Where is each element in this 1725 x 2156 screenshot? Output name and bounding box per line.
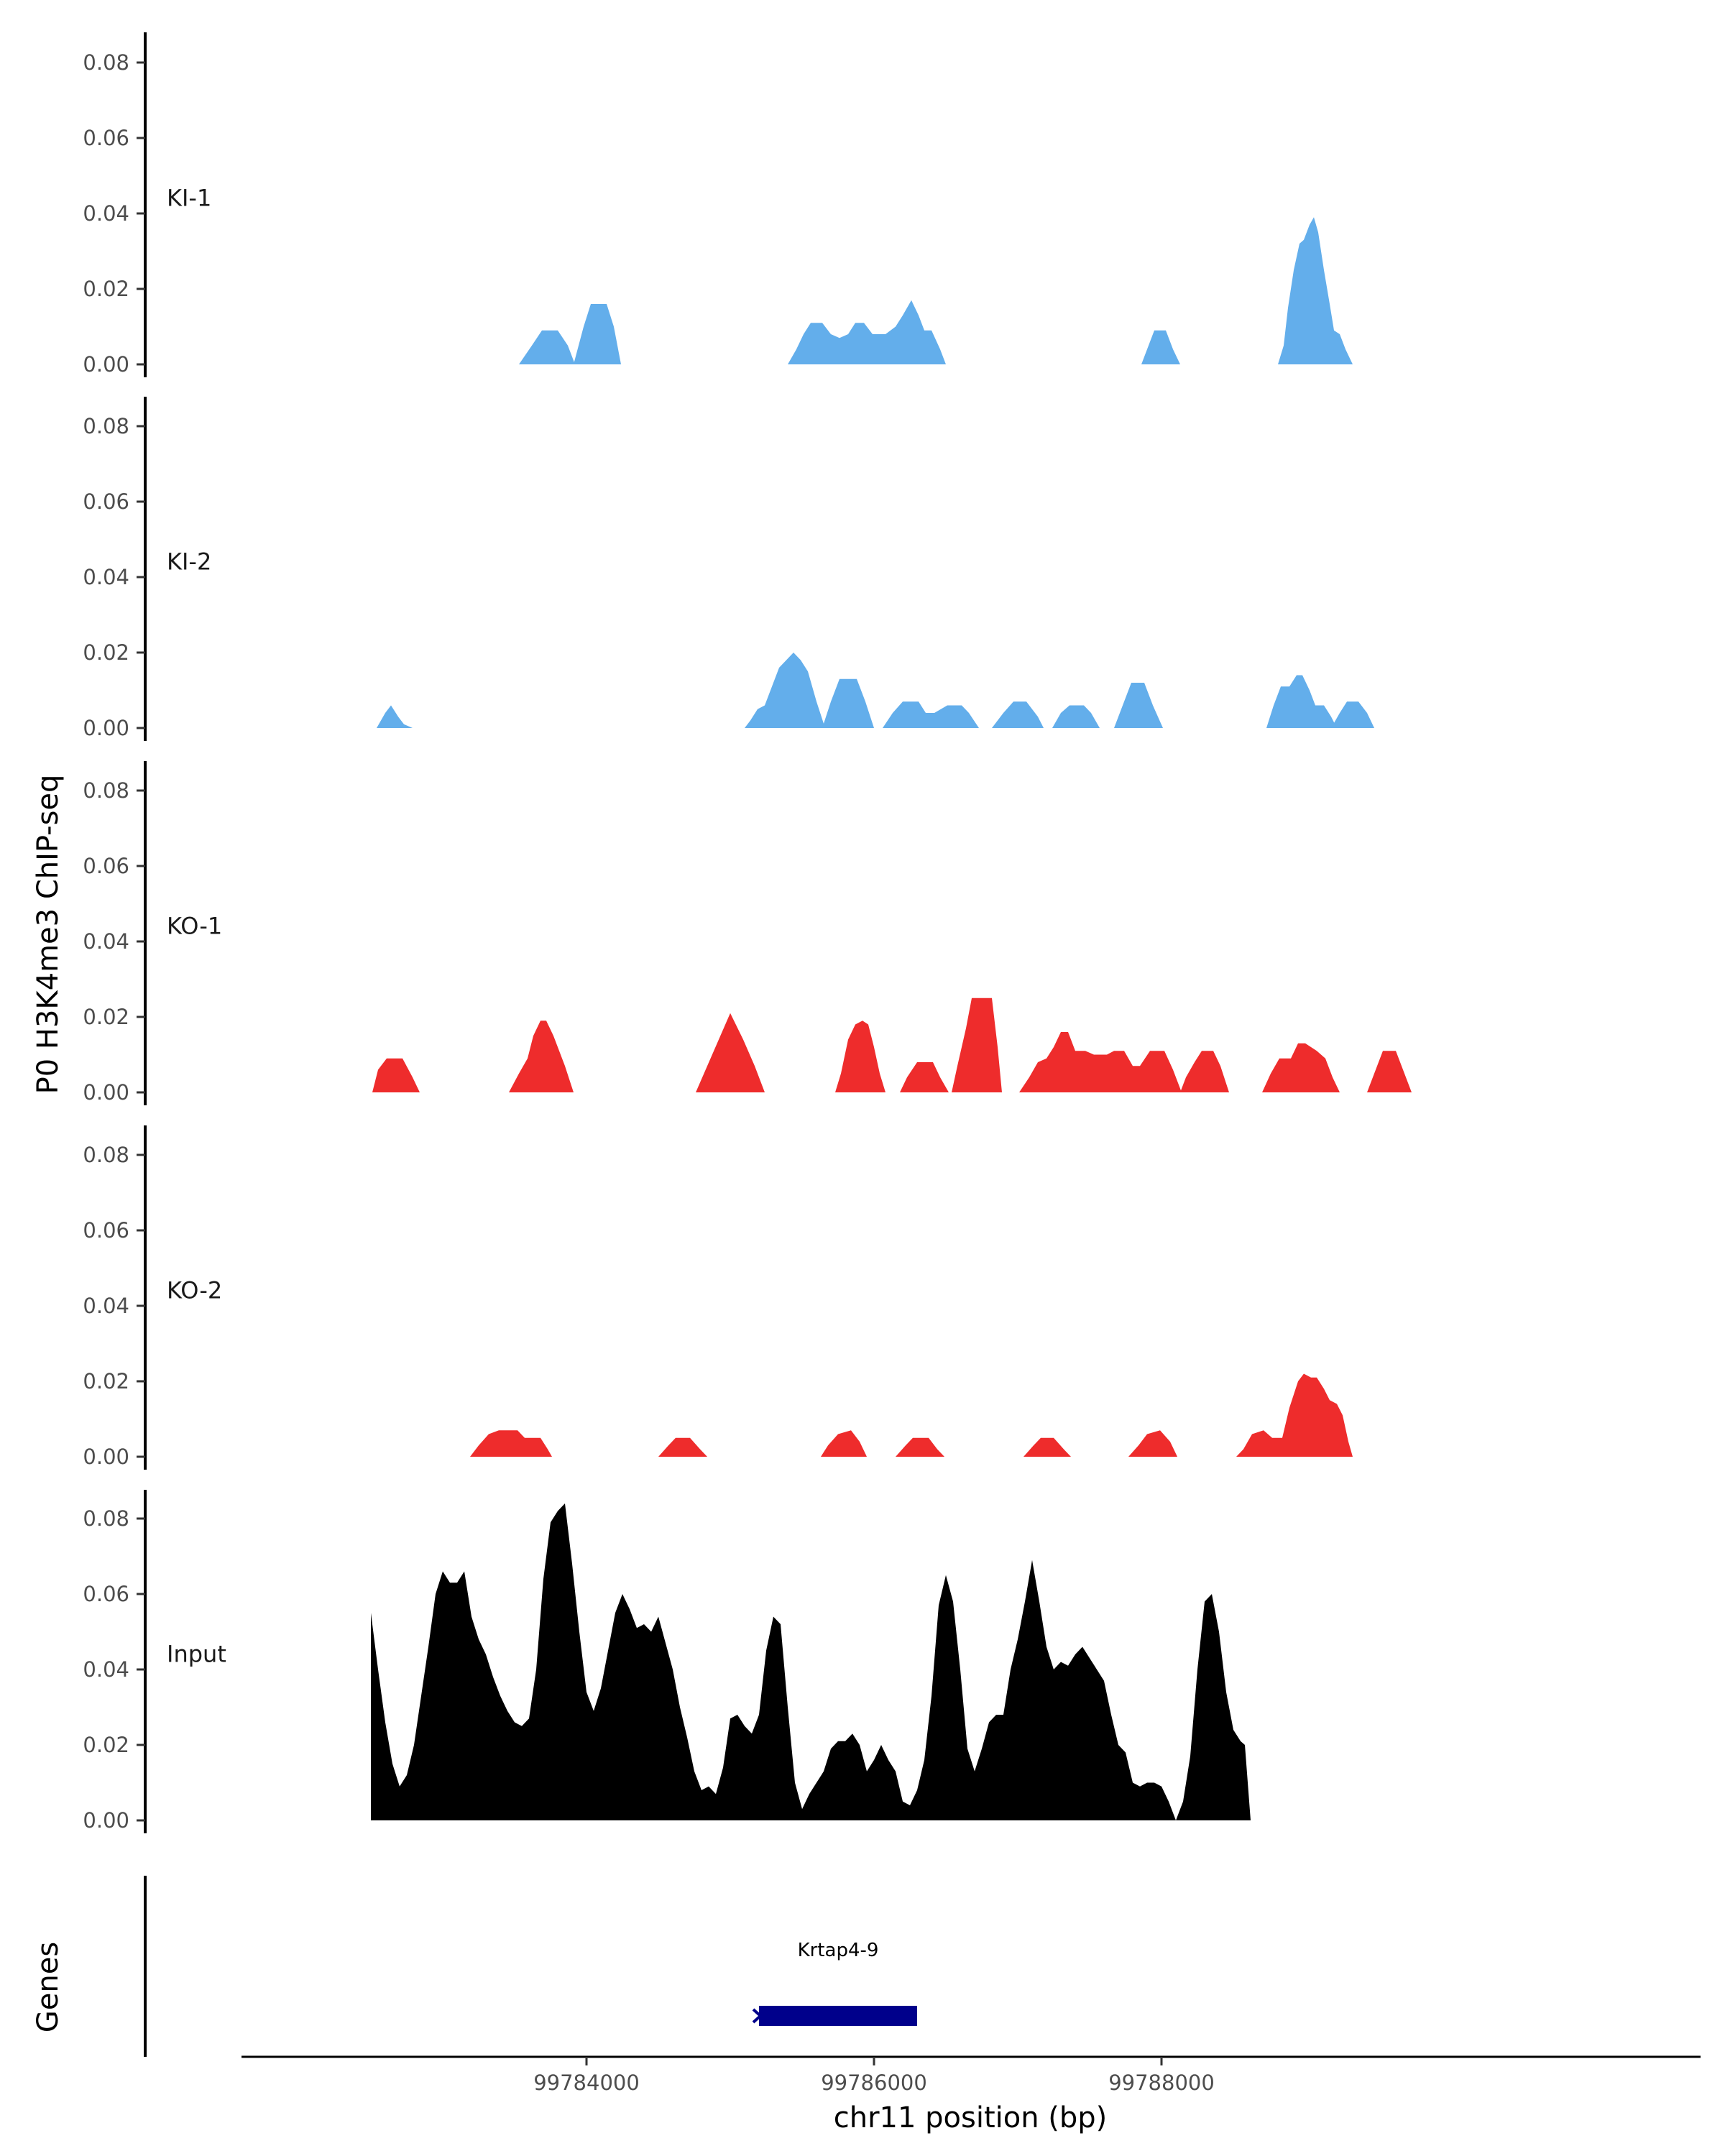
signal-peak [788,300,946,364]
signal-peak [372,1058,420,1092]
signal-peak [1331,701,1374,728]
signal-peak [377,705,413,728]
y-tick-label: 0.00 [83,1445,129,1469]
y-tick-label: 0.04 [83,929,129,954]
signal-peak [1024,1437,1071,1457]
x-tick-label: 99786000 [821,2070,927,2095]
signal-peak [821,1430,867,1457]
y-tick-label: 0.00 [83,1080,129,1105]
signal-peak [745,653,825,728]
signal-peak [992,701,1044,728]
y-tick-label: 0.04 [83,1294,129,1318]
y-tick-label: 0.02 [83,640,129,665]
gene-label-krtap4-9: Krtap4-9 [798,1940,879,1961]
signal-peak [1128,1430,1177,1457]
x-tick-label: 99784000 [533,2070,640,2095]
signal-peak [1052,705,1100,728]
y-tick-label: 0.08 [83,778,129,803]
signal-peak [835,1021,886,1092]
x-tick-label: 99788000 [1108,2070,1215,2095]
y-axis-title: P0 H3K4me3 ChIP-seq [32,775,65,1095]
gene-track: Genes Krtap4-9 [32,1876,917,2057]
y-tick-label: 0.04 [83,565,129,589]
track-label-ki-2: KI-2 [167,548,211,576]
signal-peak [470,1430,552,1457]
signal-peak [1236,1373,1353,1457]
y-tick-label: 0.00 [83,352,129,377]
y-tick-label: 0.02 [83,1733,129,1757]
x-axis-title: chr11 position (bp) [834,2101,1108,2134]
signal-peak [574,304,621,364]
y-tick-label: 0.00 [83,716,129,740]
track-input: 0.00 0.02 0.04 0.06 0.08 Input [83,1490,1251,1833]
y-tick-label: 0.00 [83,1808,129,1833]
x-axis: chr11 position (bp) 99784000 99786000 9978… [242,2055,1701,2134]
signal-peak [883,701,979,728]
strand-arrow-icon [752,2008,763,2024]
y-tick-label: 0.06 [83,854,129,878]
track-label-input: Input [167,1641,226,1668]
signal-peak [1262,1043,1340,1092]
signal-peak [952,998,1002,1092]
y-tick-label: 0.02 [83,1369,129,1393]
track-label-ko-2: KO-2 [167,1277,222,1304]
signal-peak [371,1503,1251,1820]
y-tick-label: 0.06 [83,1582,129,1606]
signal-peak [1278,217,1353,364]
track-label-ki-1: KI-1 [167,185,211,212]
gene-body-krtap4-9 [759,2006,917,2026]
signal-peak [658,1437,707,1457]
signal-peak [696,1013,765,1092]
track-ki-2: 0.00 0.02 0.04 0.06 0.08 KI-2 [83,397,1374,741]
track-ko-2: 0.00 0.02 0.04 0.06 0.08 KO-2 [83,1125,1353,1470]
signal-peak [822,678,874,728]
signal-peak [509,1021,574,1092]
signal-peak [896,1437,944,1457]
track-ki-1: 0.00 0.02 0.04 0.06 0.08 KI-1 [83,32,1353,377]
y-tick-label: 0.06 [83,126,129,150]
signal-peak [1141,330,1180,364]
y-tick-label: 0.06 [83,489,129,514]
signal-peak [519,330,575,364]
signal-peak [1114,683,1163,728]
y-tick-label: 0.08 [83,1506,129,1531]
signal-peak [1266,675,1337,728]
signal-peak [1180,1051,1229,1092]
signal-peak [1019,1032,1182,1092]
y-tick-label: 0.02 [83,1005,129,1029]
y-tick-label: 0.04 [83,1657,129,1682]
signal-peak [1367,1051,1412,1092]
tracks-layer: 0.00 0.02 0.04 0.06 0.08 KI-1 0.00 0.02 0.04 0.06… [83,32,1412,1833]
y-tick-label: 0.08 [83,1143,129,1167]
genes-axis-label: Genes [32,1942,65,2032]
y-tick-label: 0.08 [83,50,129,75]
y-tick-label: 0.08 [83,414,129,438]
y-tick-label: 0.04 [83,201,129,226]
track-ko-1: 0.00 0.02 0.04 0.06 0.08 KO-1 [83,761,1412,1105]
y-tick-label: 0.02 [83,277,129,301]
y-tick-label: 0.06 [83,1218,129,1243]
track-label-ko-1: KO-1 [167,913,222,940]
signal-peak [900,1062,949,1092]
